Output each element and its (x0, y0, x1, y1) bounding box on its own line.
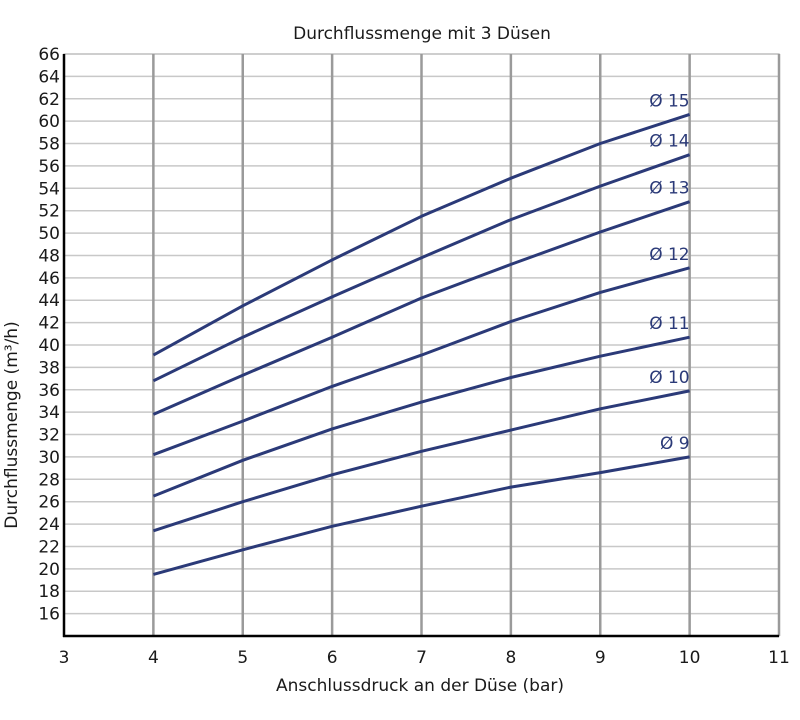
y-tick-label: 50 (38, 224, 60, 244)
x-tick-label: 8 (505, 648, 516, 668)
x-tick-label: 5 (237, 648, 248, 668)
axes (62, 54, 779, 638)
y-tick-label: 56 (38, 157, 60, 177)
y-tick-label: 60 (38, 112, 60, 132)
series-label: Ø 10 (649, 368, 689, 388)
x-tick-label: 7 (416, 648, 427, 668)
y-axis-ticks: 1618202224262830323436384042444648505254… (38, 45, 60, 625)
series-line (152, 335, 690, 498)
x-tick-label: 11 (768, 648, 790, 668)
y-tick-label: 44 (38, 291, 60, 311)
y-tick-label: 52 (38, 202, 60, 222)
series-group (152, 112, 691, 576)
x-axis-label: Anschlussdruck an der Düse (bar) (276, 676, 564, 696)
y-tick-label: 54 (38, 179, 60, 199)
y-tick-label: 18 (38, 582, 60, 602)
y-tick-label: 46 (38, 269, 60, 289)
y-tick-label: 34 (38, 403, 60, 423)
series-labels: Ø 9 Ø 10 Ø 11 Ø 12 Ø 13 Ø 14 Ø 15 (649, 91, 689, 453)
y-tick-label: 48 (38, 246, 60, 266)
x-tick-label: 3 (59, 648, 70, 668)
series-line (152, 200, 691, 416)
chart-title: Durchflussmenge mit 3 Düsen (293, 24, 551, 44)
x-tick-label: 6 (327, 648, 338, 668)
series-label: Ø 12 (649, 245, 689, 265)
series-label: Ø 14 (649, 132, 689, 152)
y-tick-label: 26 (38, 493, 60, 513)
y-tick-label: 16 (38, 605, 60, 625)
y-axis-label: Durchflussmenge (m³/h) (2, 321, 22, 528)
y-tick-label: 42 (38, 314, 60, 334)
y-tick-label: 62 (38, 90, 60, 110)
series-label: Ø 9 (660, 434, 690, 454)
y-tick-label: 28 (38, 470, 60, 490)
series-line (152, 389, 690, 533)
series-label: Ø 15 (649, 91, 689, 111)
y-tick-label: 36 (38, 381, 60, 401)
series-line (153, 455, 690, 576)
series-label: Ø 13 (649, 179, 689, 199)
y-tick-label: 24 (38, 515, 60, 535)
series-line (152, 153, 691, 383)
y-tick-label: 38 (38, 358, 60, 378)
y-tick-label: 64 (38, 67, 60, 87)
y-tick-label: 20 (38, 560, 60, 580)
y-tick-label: 40 (38, 336, 60, 356)
y-tick-label: 30 (38, 448, 60, 468)
x-axis-ticks: 3 4 5 6 7 8 9 10 11 (59, 648, 790, 668)
series-label: Ø 11 (649, 314, 689, 334)
y-tick-label: 66 (38, 45, 60, 65)
series-line (152, 112, 691, 357)
x-tick-label: 9 (595, 648, 606, 668)
y-tick-label: 22 (38, 537, 60, 557)
series-line (152, 266, 690, 457)
y-tick-label: 58 (38, 135, 60, 155)
x-tick-label: 4 (148, 648, 159, 668)
x-tick-label: 10 (679, 648, 701, 668)
y-tick-label: 32 (38, 426, 60, 446)
